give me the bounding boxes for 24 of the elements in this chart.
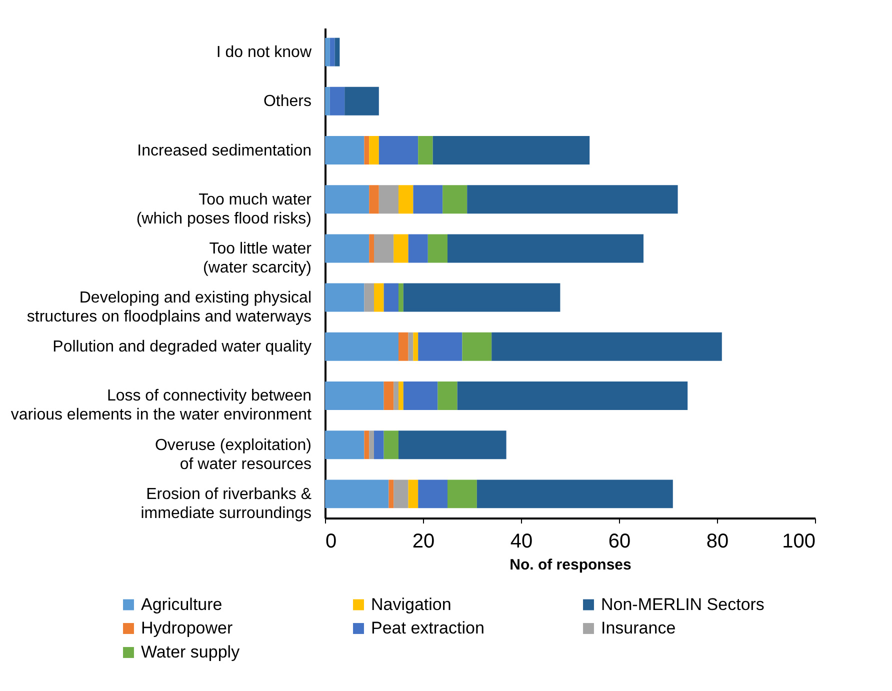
legend-label: Hydropower [141, 618, 233, 638]
legend-label: Peat extraction [371, 618, 484, 638]
x-tick-label: 60 [608, 530, 631, 552]
y-tick-label: Too little water (water scarcity) [203, 240, 312, 276]
x-tick-label: 80 [706, 530, 729, 552]
legend-label: Navigation [371, 594, 452, 614]
y-tick-label: Loss of connectivity between various elements in the water environment [10, 388, 312, 424]
legend-label: Water supply [141, 642, 240, 662]
legend-label: Non-MERLIN Sectors [601, 594, 764, 614]
y-tick-label: Pollution and degraded water quality [52, 338, 312, 356]
y-tick-label: Increased sedimentation [137, 142, 312, 160]
y-tick-label: Too much water (which poses flood risks) [136, 191, 312, 228]
legend-label: Agriculture [141, 594, 222, 614]
x-tick-label: 100 [782, 530, 816, 552]
x-tick-label: 40 [510, 530, 533, 552]
y-tick-label: Developing and existing physical structures on floodplains and waterways [26, 290, 312, 326]
legend-label: Insurance [601, 618, 676, 638]
y-tick-label: Erosion of riverbanks & immediate surroundings [140, 486, 312, 522]
x-tick-label: 0 [326, 530, 337, 552]
x-axis-title: No. of responses [510, 556, 632, 574]
y-tick-label: Others [263, 93, 312, 110]
y-tick-label: I do not know [216, 44, 312, 62]
x-tick-label: 20 [412, 530, 435, 552]
y-tick-label: Overuse (exploitation) of water resources [154, 436, 312, 473]
